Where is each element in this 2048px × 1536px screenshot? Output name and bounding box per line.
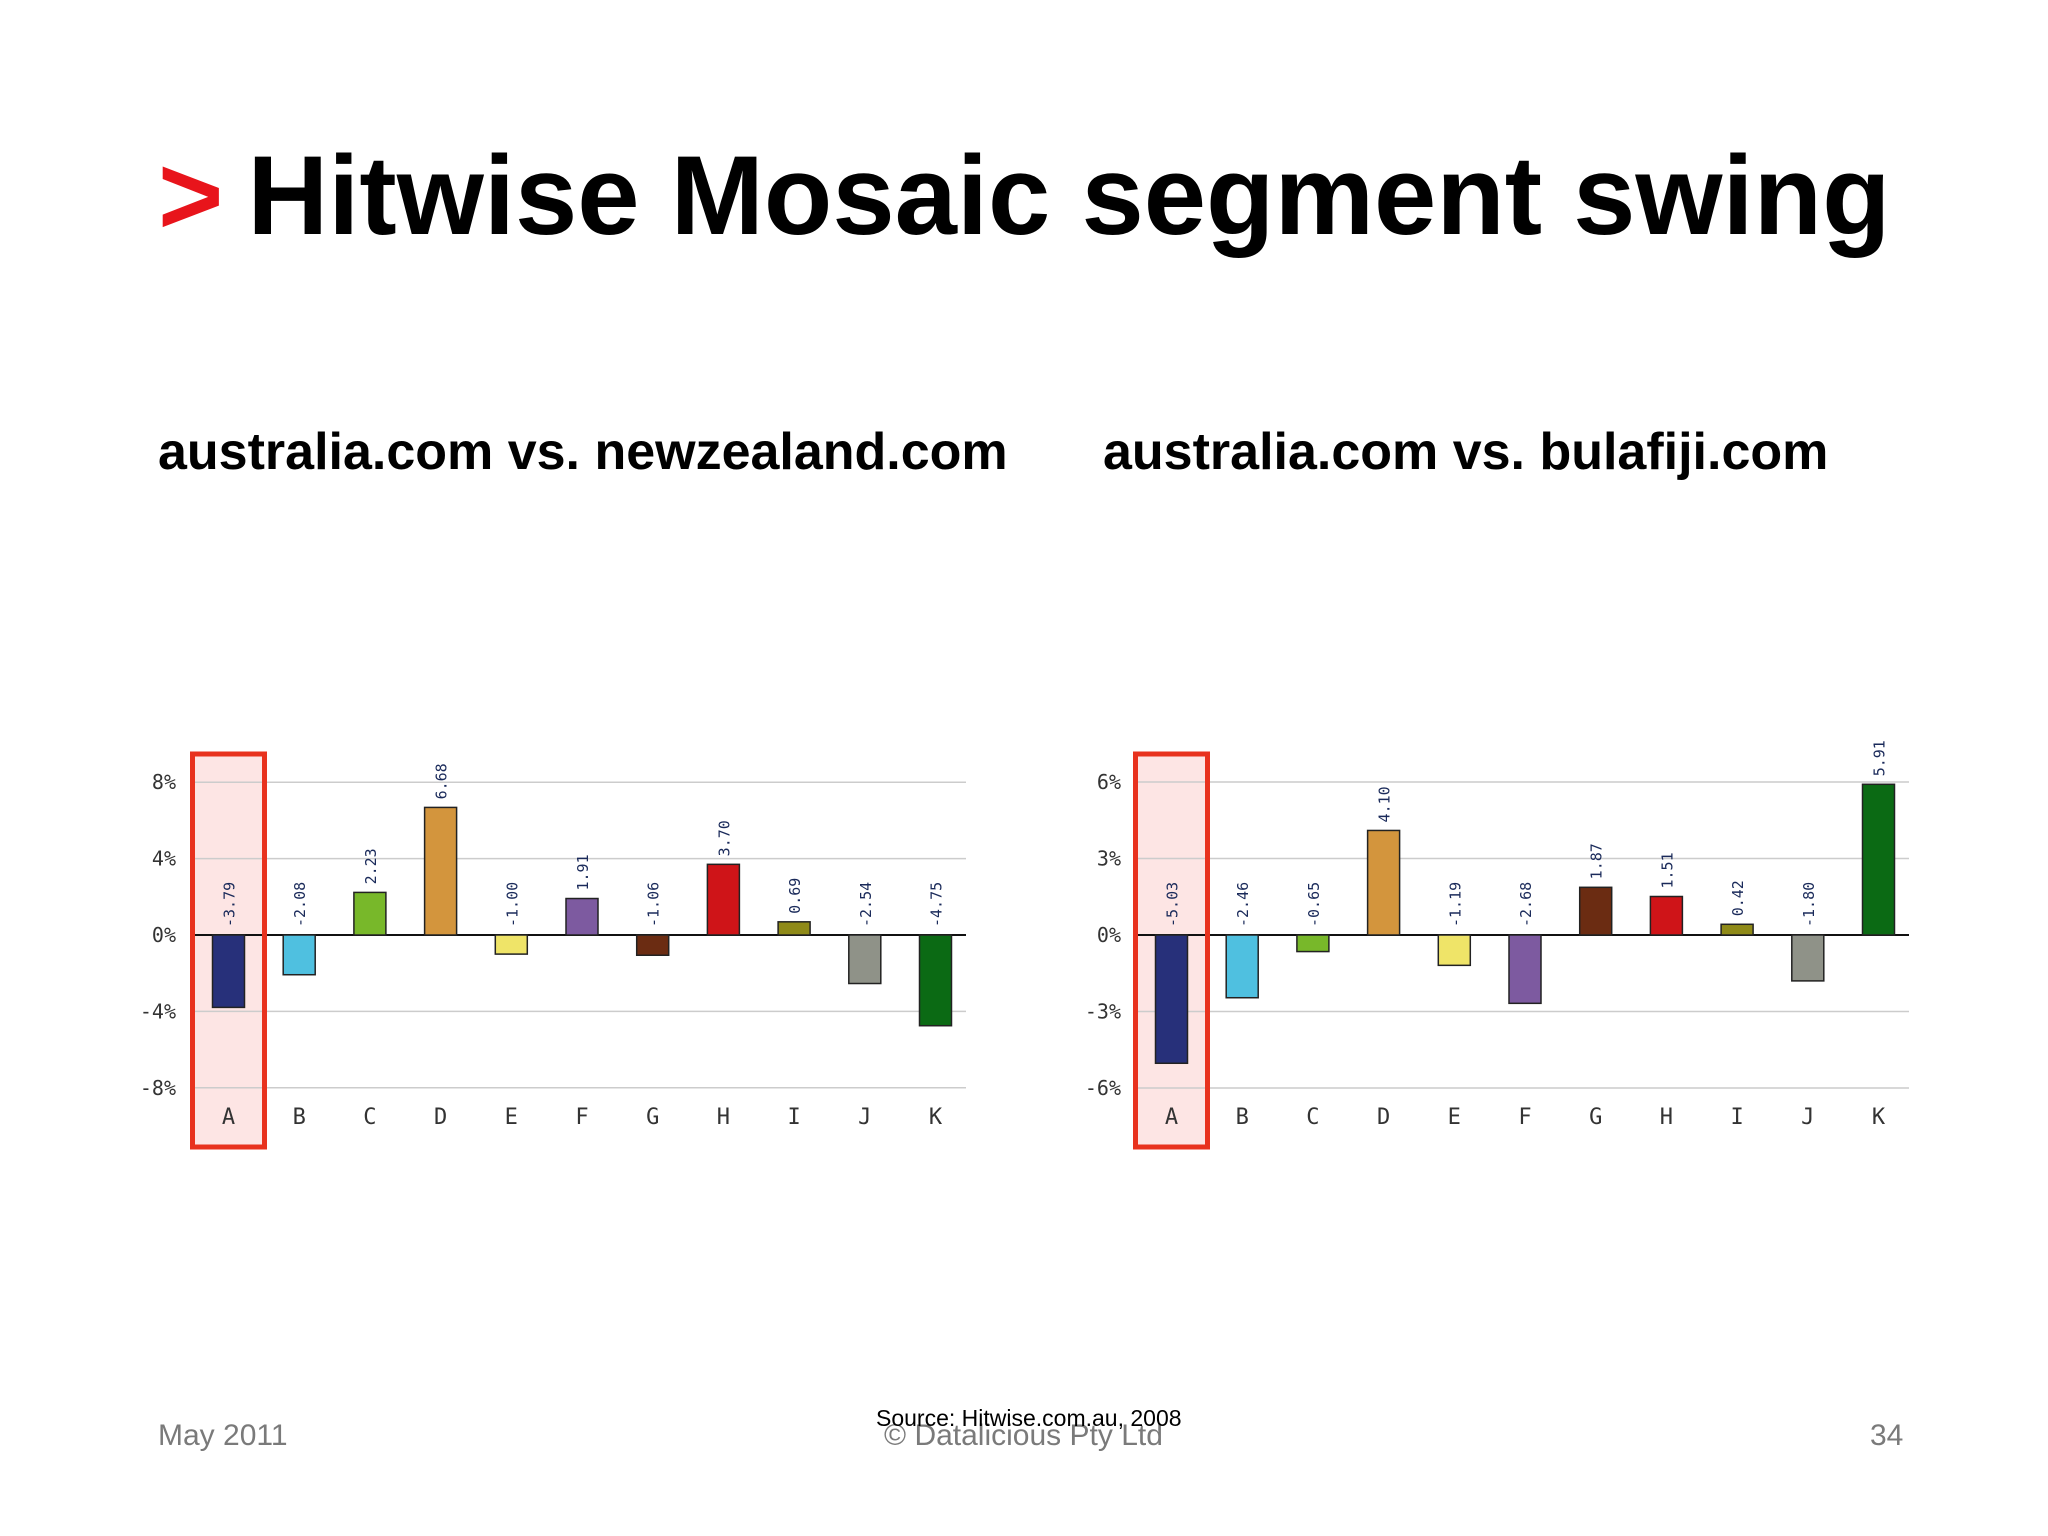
- chart-2-category-label-j: J: [1801, 1105, 1814, 1130]
- chart-1-category-label-d: D: [434, 1105, 447, 1130]
- chart-1-category-label-e: E: [505, 1105, 518, 1130]
- chart-2-ytick-label: 0%: [1097, 923, 1121, 947]
- chart-1-value-label-a: -3.79: [221, 882, 239, 927]
- chart-1-bar-c: [353, 891, 387, 936]
- chart-1-value-label-g: -1.06: [645, 882, 663, 927]
- footer-date: May 2011: [158, 1419, 288, 1452]
- chart-2-category-label-g: G: [1589, 1105, 1602, 1130]
- chart-1-bar-b: [282, 934, 316, 976]
- chart-2-bar-j: [1791, 934, 1825, 982]
- chart-1-bar-j: [848, 934, 882, 985]
- chart-1-title: australia.com vs. newzealand.com: [158, 423, 1008, 481]
- slide-title: > Hitwise Mosaic segment swing: [158, 140, 1891, 252]
- chart-1-bar-k: [918, 934, 953, 1027]
- chart-1-category-label-i: I: [787, 1105, 800, 1130]
- chart-1-category-label-h: H: [717, 1105, 730, 1130]
- chart-2-category-label-b: B: [1236, 1105, 1249, 1130]
- chart-1-value-label-i: 0.69: [786, 878, 804, 914]
- title-marker: >: [158, 133, 224, 258]
- chart-2-value-label-j: -1.80: [1800, 882, 1818, 927]
- chart-1-category-label-a: A: [222, 1105, 235, 1130]
- chart-1-category-label-k: K: [929, 1105, 943, 1130]
- chart-1-category-label-g: G: [646, 1105, 659, 1130]
- chart-1-ytick-label: 0%: [152, 923, 176, 947]
- chart-2-bar-h: [1649, 895, 1684, 936]
- chart-2-value-label-g: 1.87: [1588, 843, 1606, 879]
- chart-1-value-label-f: 1.91: [574, 854, 592, 890]
- source-note: Source: Hitwise.com.au, 2008: [876, 1405, 1182, 1431]
- chart-2-bar-a: [1154, 934, 1189, 1065]
- chart-2-bar-g: [1578, 886, 1613, 936]
- chart-2-bar-b: [1225, 934, 1259, 999]
- chart-1-value-label-h: 3.70: [715, 820, 733, 856]
- chart-2-category-label-d: D: [1377, 1105, 1390, 1130]
- chart-2-value-label-i: 0.42: [1729, 880, 1747, 916]
- chart-2-category-label-k: K: [1872, 1105, 1886, 1130]
- chart-1-value-label-d: 6.68: [433, 763, 451, 799]
- chart-1-bar-i: [777, 921, 811, 936]
- chart-2-value-label-c: -0.65: [1305, 882, 1323, 927]
- chart-2-category-label-h: H: [1660, 1105, 1673, 1130]
- chart-2-title: australia.com vs. bulafiji.com: [1103, 423, 1829, 481]
- chart-1-value-label-k: -4.75: [928, 882, 946, 927]
- chart-1-category-label-j: J: [858, 1105, 871, 1130]
- chart-2-bar-f: [1508, 934, 1542, 1005]
- chart-1-bar-h: [706, 863, 741, 936]
- title-text: Hitwise Mosaic segment swing: [247, 133, 1891, 258]
- chart-1-bar-g: [635, 934, 670, 956]
- chart-1-value-label-c: 2.23: [362, 848, 380, 884]
- chart-2-category-label-c: C: [1306, 1105, 1319, 1130]
- chart-1-category-label-c: C: [363, 1105, 376, 1130]
- footer-copyright: © Datalicious Pty Ltd: [884, 1419, 1163, 1452]
- chart-2-ytick-label: -3%: [1085, 1000, 1121, 1024]
- chart-1-value-label-j: -2.54: [857, 882, 875, 927]
- chart-2-category-label-a: A: [1165, 1105, 1178, 1130]
- chart-2-bar-k: [1861, 783, 1896, 936]
- chart-1-value-label-e: -1.00: [503, 882, 521, 927]
- chart-1-value-label-b: -2.08: [291, 882, 309, 927]
- chart-2-highlight-box: [1133, 751, 1210, 1150]
- chart-2-value-label-a: -5.03: [1164, 882, 1182, 927]
- chart-1-ytick-label: -4%: [140, 999, 176, 1023]
- chart-2-value-label-e: -1.19: [1446, 882, 1464, 927]
- chart-2-value-label-f: -2.68: [1517, 882, 1535, 927]
- chart-1-ytick-label: -8%: [140, 1076, 176, 1100]
- chart-1-bar-e: [494, 934, 529, 955]
- chart-2-category-label-e: E: [1448, 1105, 1461, 1130]
- chart-1-bar-d: [423, 806, 458, 936]
- chart-2-ytick-label: 6%: [1097, 770, 1121, 794]
- chart-2-value-label-b: -2.46: [1234, 882, 1252, 927]
- chart-2-category-label-f: F: [1518, 1105, 1531, 1130]
- chart-2-bar-c: [1296, 934, 1330, 953]
- chart-1-category-label-f: F: [575, 1105, 588, 1130]
- chart-1-bar-a: [211, 934, 246, 1009]
- chart-2-value-label-h: 1.51: [1658, 852, 1676, 888]
- chart-1-category-label-b: B: [293, 1105, 306, 1130]
- chart-1-bar-f: [565, 897, 599, 936]
- chart-2-bar-e: [1437, 934, 1472, 967]
- chart-1-ytick-label: 4%: [152, 847, 176, 871]
- chart-2-value-label-d: 4.10: [1376, 786, 1394, 822]
- chart-2-ytick-label: 3%: [1097, 847, 1121, 871]
- chart-2-bar-i: [1720, 923, 1754, 936]
- chart-1-highlight-box: [190, 751, 267, 1150]
- chart-1-ytick-label: 8%: [152, 770, 176, 794]
- chart-2-value-label-k: 5.91: [1871, 740, 1889, 776]
- chart-2-ytick-label: -6%: [1085, 1076, 1121, 1100]
- chart-2-bar-d: [1366, 829, 1401, 936]
- chart-2-category-label-i: I: [1730, 1105, 1743, 1130]
- footer-page-number: 34: [1870, 1419, 1904, 1452]
